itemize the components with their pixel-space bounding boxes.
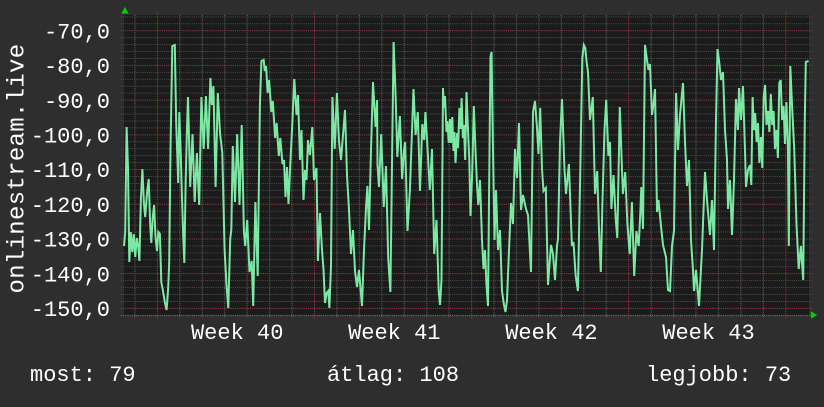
svg-text:-120,0: -120,0 [31,194,110,219]
svg-text:-80,0: -80,0 [44,55,110,80]
svg-text:Week 43: Week 43 [662,321,754,346]
svg-text:Week 41: Week 41 [348,321,440,346]
svg-text:-150,0: -150,0 [31,298,110,323]
svg-text:onlinestream.live: onlinestream.live [5,44,32,294]
svg-text:Week 42: Week 42 [505,321,597,346]
svg-text:átlag: 108: átlag: 108 [327,363,459,388]
svg-text:most: 79: most: 79 [30,363,136,388]
svg-text:Week 40: Week 40 [191,321,283,346]
svg-text:legjobb: 73: legjobb: 73 [646,363,791,388]
svg-text:-130,0: -130,0 [31,229,110,254]
svg-text:-70,0: -70,0 [44,20,110,45]
svg-text:-100,0: -100,0 [31,125,110,150]
svg-text:-90,0: -90,0 [44,90,110,115]
svg-text:-140,0: -140,0 [31,263,110,288]
svg-text:-110,0: -110,0 [31,159,110,184]
